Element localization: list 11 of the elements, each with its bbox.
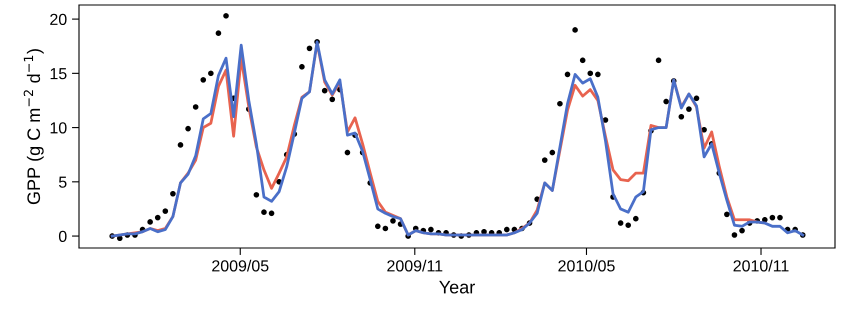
x-tick-label: 2010/11 [734, 260, 789, 272]
x-axis-title: Year [439, 280, 475, 294]
y-tick-label: 15 [50, 68, 67, 80]
y-axis-title: GPP (g C m$^{−2}$ d$^{−1}$) [24, 49, 44, 204]
x-tick-label: 2009/11 [387, 260, 442, 272]
x-tick-label: 2009/05 [212, 260, 268, 272]
x-tick-label: 2010/05 [558, 260, 615, 272]
y-tick-label: 20 [50, 14, 67, 26]
y-tick-label: 10 [50, 122, 67, 134]
y-tick-label: 5 [58, 176, 67, 188]
y-tick-label: 0 [58, 230, 67, 242]
